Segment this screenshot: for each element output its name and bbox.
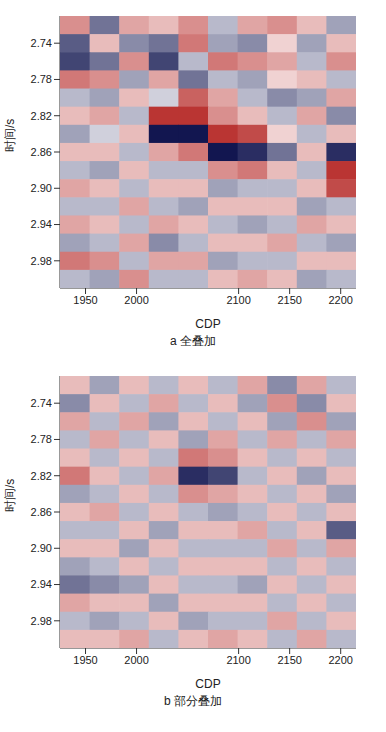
svg-text:2.78: 2.78 — [31, 433, 52, 445]
svg-text:2.82: 2.82 — [31, 470, 52, 482]
svg-text:2.90: 2.90 — [31, 182, 52, 194]
svg-text:CDP: CDP — [195, 677, 220, 690]
svg-text:2000: 2000 — [124, 654, 148, 666]
svg-text:时间/s: 时间/s — [3, 479, 17, 512]
svg-text:2.74: 2.74 — [31, 37, 52, 49]
svg-text:2.82: 2.82 — [31, 110, 52, 122]
svg-text:2150: 2150 — [277, 294, 301, 306]
svg-text:2.86: 2.86 — [31, 506, 52, 518]
svg-text:2.98: 2.98 — [31, 615, 52, 627]
html-text:b 部分叠加: b 部分叠加 — [164, 694, 222, 708]
svg-text:时间/s: 时间/s — [3, 119, 17, 152]
svg-text:2200: 2200 — [328, 654, 352, 666]
svg-text:2.74: 2.74 — [31, 397, 52, 409]
svg-text:2.98: 2.98 — [31, 255, 52, 267]
svg-text:2100: 2100 — [226, 654, 250, 666]
svg-text:2.94: 2.94 — [31, 578, 52, 590]
svg-text:2.90: 2.90 — [31, 542, 52, 554]
svg-text:1950: 1950 — [73, 654, 97, 666]
svg-text:1950: 1950 — [73, 294, 97, 306]
svg-text:2150: 2150 — [277, 654, 301, 666]
svg-text:2200: 2200 — [328, 294, 352, 306]
svg-text:CDP: CDP — [195, 317, 220, 330]
svg-text:2.86: 2.86 — [31, 146, 52, 158]
html-text:a 全叠加: a 全叠加 — [170, 334, 216, 348]
svg-text:2.78: 2.78 — [31, 73, 52, 85]
svg-text:2100: 2100 — [226, 294, 250, 306]
svg-text:2000: 2000 — [124, 294, 148, 306]
svg-text:2.94: 2.94 — [31, 218, 52, 230]
